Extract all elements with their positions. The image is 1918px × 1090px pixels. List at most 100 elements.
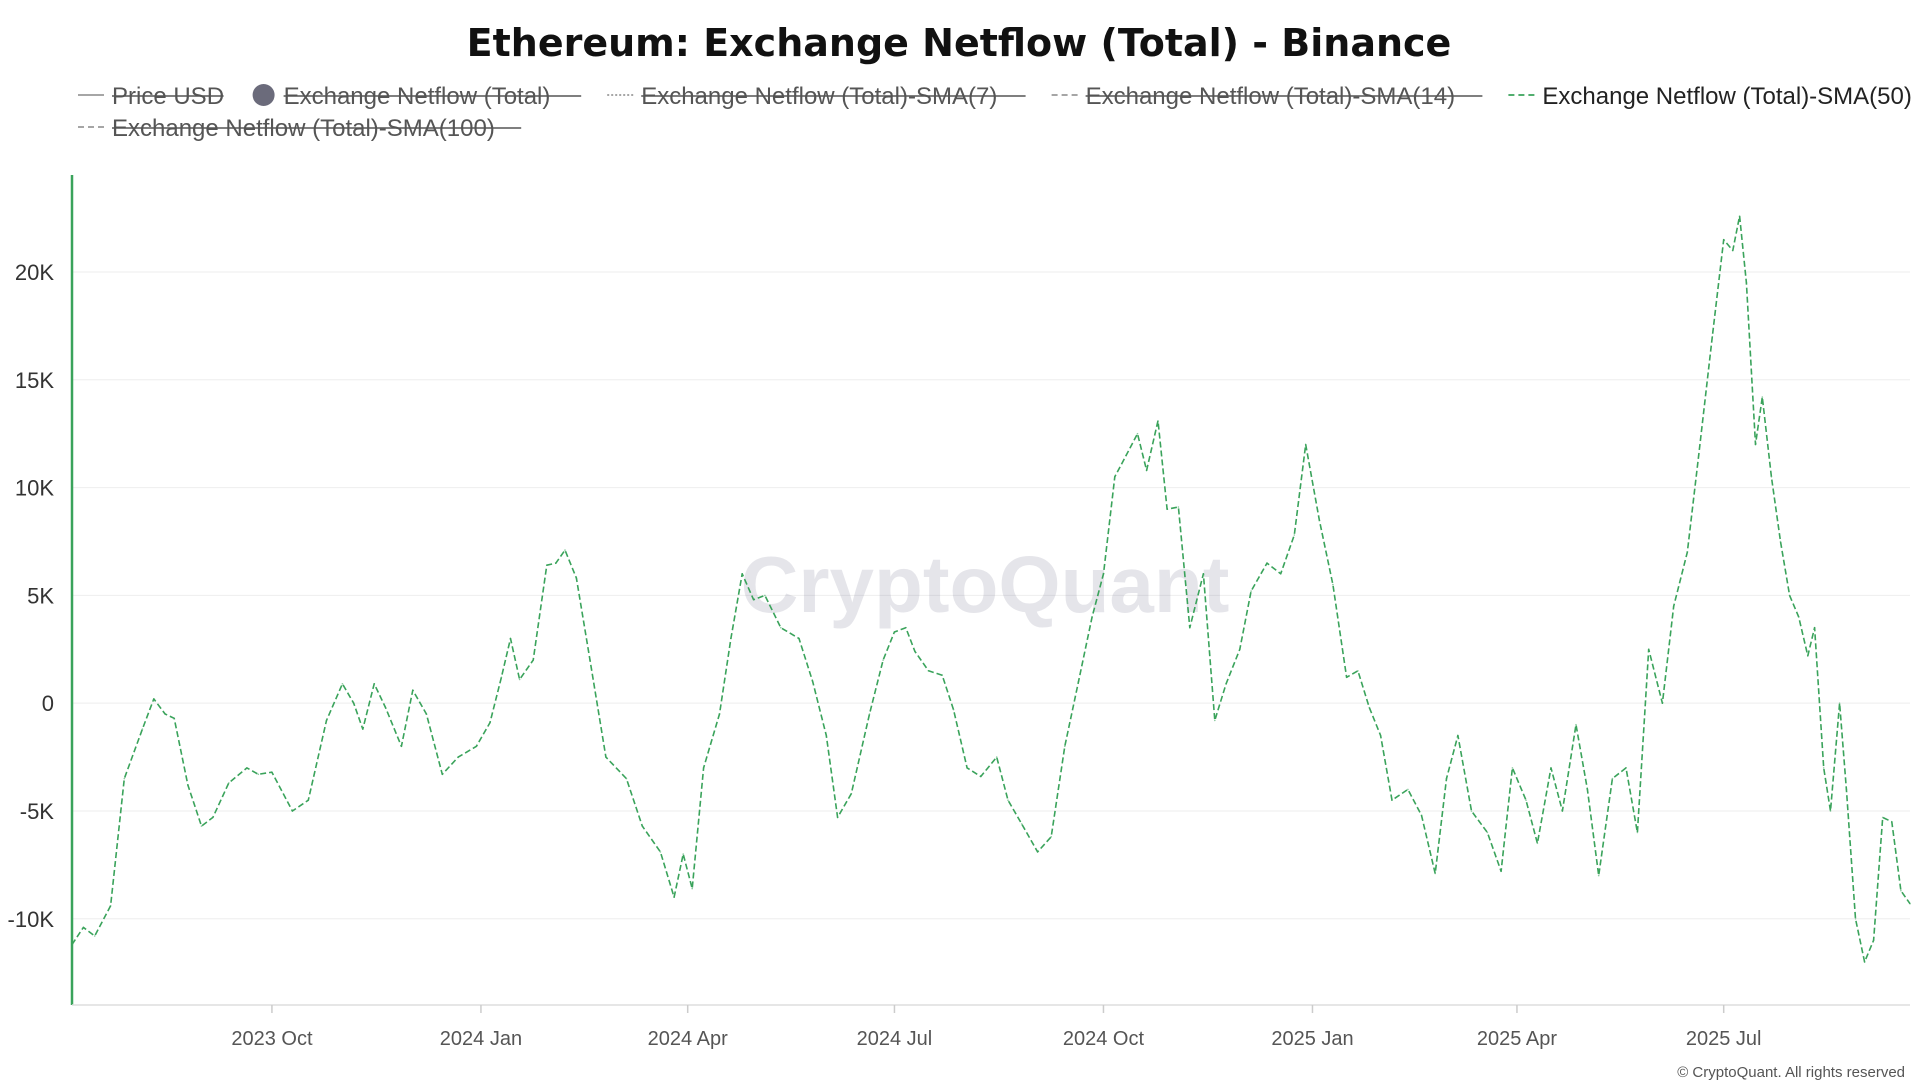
data-point <box>141 728 144 730</box>
data-point <box>555 562 557 564</box>
data-point <box>1304 443 1307 446</box>
data-point <box>1420 814 1423 817</box>
data-point <box>1575 723 1577 726</box>
x-tick-label: 2024 Jul <box>857 1028 933 1050</box>
data-point <box>1064 745 1066 748</box>
data-point <box>271 771 273 773</box>
data-point <box>1091 616 1093 618</box>
x-tick-label: 2025 Jul <box>1686 1028 1762 1050</box>
data-point <box>914 650 916 653</box>
data-point <box>1770 476 1773 478</box>
data-point <box>1788 594 1791 597</box>
data-point <box>400 745 403 748</box>
data-point <box>1166 508 1168 511</box>
data-point <box>457 756 460 758</box>
data-point <box>741 573 743 575</box>
data-point <box>893 631 896 633</box>
data-point <box>1511 767 1514 769</box>
data-point <box>341 683 344 685</box>
data-point <box>1711 335 1714 338</box>
data-point <box>718 713 721 715</box>
data-point <box>1845 788 1848 791</box>
data-point <box>564 549 566 551</box>
legend-item[interactable]: Exchange Netflow (Total) <box>252 83 582 110</box>
data-point <box>1761 396 1764 398</box>
data-point <box>1102 573 1105 575</box>
x-tick-label: 2024 Apr <box>648 1028 728 1050</box>
data-point <box>980 775 982 778</box>
data-point <box>93 935 96 937</box>
data-point <box>500 676 503 679</box>
data-point <box>905 626 907 629</box>
y-axis: -10K -5K 0 5K 10K 15K 20K <box>8 175 74 1005</box>
data-point <box>384 706 387 709</box>
data-point <box>325 719 328 722</box>
data-point <box>228 782 230 784</box>
data-point <box>109 905 112 907</box>
data-point <box>1177 506 1180 508</box>
data-point <box>1550 767 1552 769</box>
legend-item[interactable]: Exchange Netflow (Total)-SMA(7) <box>607 83 1026 110</box>
data-point <box>868 713 871 715</box>
data-point <box>1214 719 1216 722</box>
data-point <box>352 702 355 704</box>
data-point <box>589 659 591 661</box>
legend-item[interactable]: Exchange Netflow (Total)-SMA(50) <box>1508 83 1912 110</box>
data-point <box>509 637 512 640</box>
data-point <box>1407 788 1409 791</box>
data-point <box>518 678 521 681</box>
data-point <box>1807 655 1809 657</box>
data-point <box>1722 238 1725 241</box>
data-point <box>764 594 766 597</box>
data-point <box>1797 616 1800 618</box>
series-layer <box>71 215 1911 963</box>
data-point <box>811 680 814 683</box>
data-point <box>1732 249 1734 252</box>
data-point <box>1368 706 1371 709</box>
data-point <box>1909 902 1911 905</box>
data-point <box>1470 810 1473 812</box>
data-point <box>1597 874 1600 877</box>
data-point <box>798 637 800 640</box>
data-point <box>682 853 684 855</box>
data-point <box>1738 215 1741 217</box>
data-point <box>373 683 376 685</box>
data-point <box>257 773 260 776</box>
data-point <box>952 708 955 711</box>
legend-item[interactable]: Exchange Netflow (Total)-SMA(100) <box>78 115 522 142</box>
data-point <box>1838 702 1841 704</box>
data-point <box>173 717 175 720</box>
data-point <box>412 689 414 691</box>
data-point <box>1672 605 1675 607</box>
legend-label: Exchange Netflow (Total)-SMA(50) <box>1542 83 1911 110</box>
data-point <box>212 816 214 819</box>
data-point <box>625 777 628 780</box>
copyright-text: © CryptoQuant. All rights reserved <box>1677 1064 1905 1081</box>
legend-item[interactable]: Price USD <box>78 83 224 110</box>
data-point <box>1050 836 1052 838</box>
data-point <box>659 851 662 853</box>
data-point <box>246 767 248 769</box>
x-tick-label: 2024 Oct <box>1063 1028 1145 1050</box>
data-point <box>532 659 534 661</box>
data-point <box>1318 519 1321 521</box>
data-point <box>1125 454 1127 457</box>
data-point <box>1189 626 1191 629</box>
data-point <box>1561 810 1564 812</box>
data-point <box>187 784 189 786</box>
data-point <box>673 896 675 898</box>
data-point <box>1332 583 1334 586</box>
legend-item[interactable]: Exchange Netflow (Total)-SMA(14) <box>1051 83 1483 110</box>
data-point <box>1779 540 1782 543</box>
plot-grid <box>72 271 1910 920</box>
y-tick-label: 20K <box>15 260 54 285</box>
data-point <box>489 721 491 724</box>
data-point <box>1611 777 1614 780</box>
y-tick-label: -5K <box>20 799 55 824</box>
data-point <box>1357 670 1359 672</box>
data-point <box>1077 680 1080 683</box>
y-tick-label: -10K <box>8 907 55 932</box>
data-point <box>1457 734 1459 737</box>
data-point <box>641 825 644 827</box>
